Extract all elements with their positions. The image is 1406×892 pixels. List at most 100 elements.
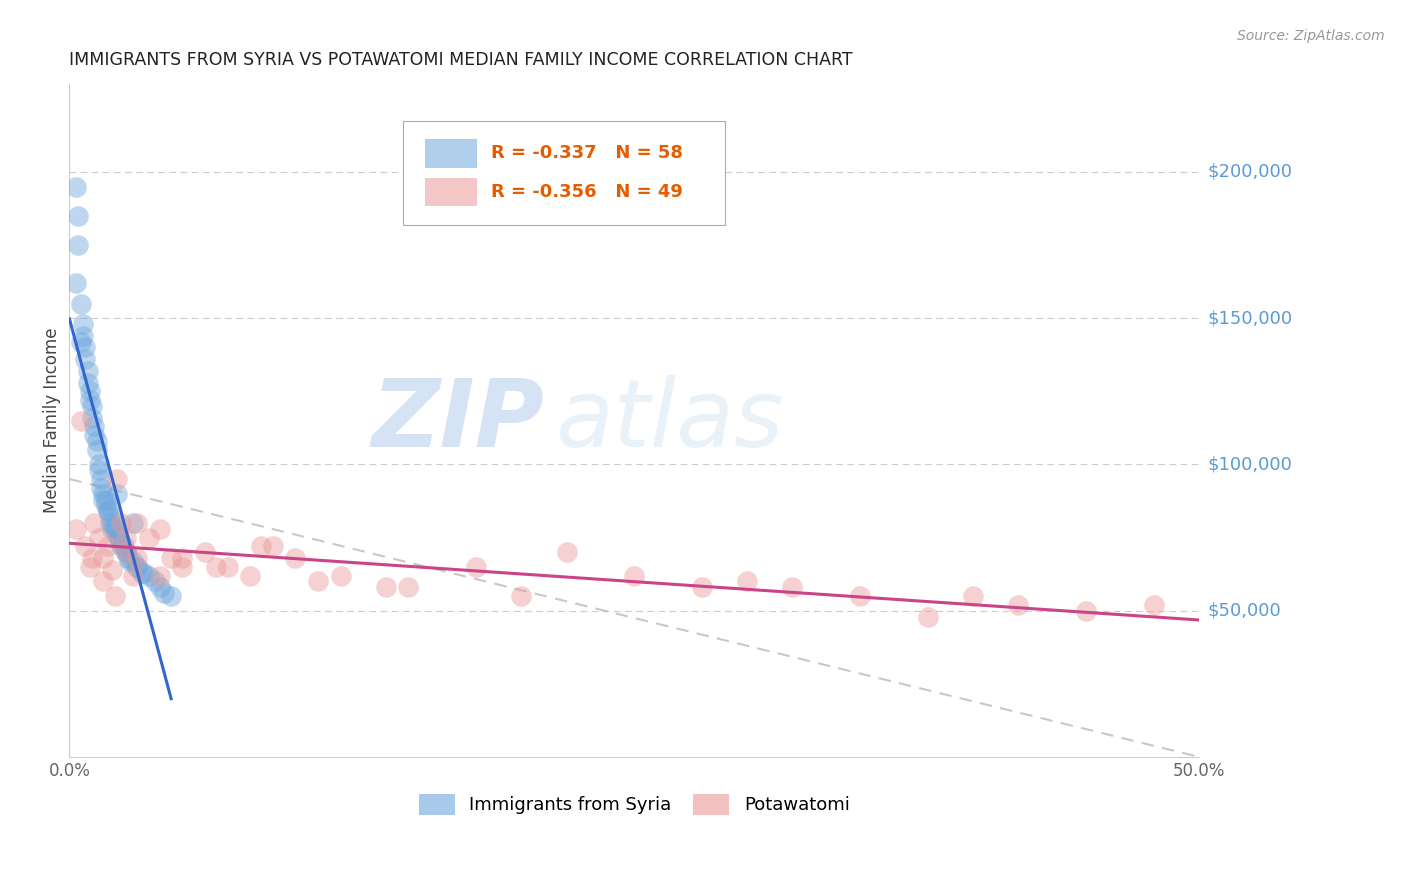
Point bbox=[93, 574, 115, 589]
Point bbox=[121, 568, 143, 582]
Point bbox=[101, 516, 124, 530]
Point bbox=[623, 568, 645, 582]
Text: atlas: atlas bbox=[555, 375, 783, 466]
Point bbox=[79, 384, 101, 399]
Point bbox=[127, 516, 149, 530]
Point bbox=[90, 472, 112, 486]
Point bbox=[112, 539, 135, 553]
Point bbox=[962, 589, 984, 603]
Point bbox=[94, 499, 117, 513]
Text: Source: ZipAtlas.com: Source: ZipAtlas.com bbox=[1237, 29, 1385, 43]
Point bbox=[80, 399, 103, 413]
Point bbox=[149, 580, 172, 594]
Point bbox=[115, 545, 138, 559]
Point bbox=[108, 531, 131, 545]
Point bbox=[1076, 604, 1098, 618]
Point bbox=[307, 574, 329, 589]
Point bbox=[67, 238, 90, 252]
Point bbox=[127, 559, 149, 574]
Point bbox=[205, 559, 228, 574]
Point bbox=[110, 536, 132, 550]
Point bbox=[87, 463, 110, 477]
Text: R = -0.337   N = 58: R = -0.337 N = 58 bbox=[491, 145, 683, 162]
Point bbox=[97, 504, 120, 518]
Point bbox=[101, 522, 124, 536]
Point bbox=[79, 559, 101, 574]
Point bbox=[65, 276, 87, 290]
Legend: Immigrants from Syria, Potawatomi: Immigrants from Syria, Potawatomi bbox=[412, 787, 858, 822]
Text: $100,000: $100,000 bbox=[1208, 456, 1292, 474]
Point bbox=[172, 559, 194, 574]
Point bbox=[79, 393, 101, 408]
Point bbox=[105, 486, 128, 500]
Point bbox=[97, 539, 120, 553]
Point bbox=[93, 492, 115, 507]
Point bbox=[67, 209, 90, 223]
Point bbox=[98, 510, 121, 524]
Text: R = -0.356   N = 49: R = -0.356 N = 49 bbox=[491, 183, 683, 201]
Point bbox=[374, 580, 396, 594]
Point bbox=[735, 574, 758, 589]
Text: ZIP: ZIP bbox=[371, 375, 544, 467]
Point bbox=[138, 568, 160, 582]
Point bbox=[131, 566, 153, 580]
Point bbox=[115, 545, 138, 559]
Point bbox=[87, 458, 110, 472]
Point bbox=[80, 410, 103, 425]
Point bbox=[120, 554, 142, 568]
Point bbox=[69, 334, 91, 349]
Point bbox=[75, 539, 97, 553]
Point bbox=[690, 580, 713, 594]
Point bbox=[138, 531, 160, 545]
Point bbox=[87, 531, 110, 545]
Point bbox=[65, 179, 87, 194]
Text: $150,000: $150,000 bbox=[1208, 310, 1292, 327]
FancyBboxPatch shape bbox=[425, 139, 477, 168]
Point bbox=[94, 492, 117, 507]
Point bbox=[110, 539, 132, 553]
Y-axis label: Median Family Income: Median Family Income bbox=[44, 327, 60, 513]
Point bbox=[65, 522, 87, 536]
Point bbox=[83, 428, 105, 442]
Point bbox=[284, 551, 307, 566]
Point bbox=[108, 531, 131, 545]
Point bbox=[98, 516, 121, 530]
Text: $50,000: $50,000 bbox=[1208, 602, 1281, 620]
Point bbox=[76, 364, 98, 378]
Point bbox=[72, 328, 94, 343]
Point bbox=[104, 522, 127, 536]
Point bbox=[849, 589, 872, 603]
Point bbox=[93, 551, 115, 566]
Point bbox=[83, 419, 105, 434]
Point bbox=[149, 522, 172, 536]
Point bbox=[396, 580, 419, 594]
Point bbox=[80, 551, 103, 566]
FancyBboxPatch shape bbox=[425, 178, 477, 206]
Point bbox=[250, 539, 273, 553]
Point bbox=[117, 551, 139, 566]
Point bbox=[160, 589, 183, 603]
Point bbox=[153, 586, 176, 600]
Point bbox=[127, 559, 149, 574]
Point bbox=[72, 317, 94, 331]
Point bbox=[83, 516, 105, 530]
Point bbox=[160, 551, 183, 566]
Point bbox=[329, 568, 352, 582]
Point bbox=[127, 551, 149, 566]
Point bbox=[194, 545, 217, 559]
Point bbox=[104, 589, 127, 603]
Text: IMMIGRANTS FROM SYRIA VS POTAWATOMI MEDIAN FAMILY INCOME CORRELATION CHART: IMMIGRANTS FROM SYRIA VS POTAWATOMI MEDI… bbox=[69, 51, 853, 69]
Point bbox=[104, 522, 127, 536]
Point bbox=[239, 568, 262, 582]
Point bbox=[115, 545, 138, 559]
Point bbox=[262, 539, 284, 553]
FancyBboxPatch shape bbox=[402, 121, 724, 226]
Point bbox=[75, 352, 97, 367]
Point bbox=[86, 434, 108, 448]
Point bbox=[115, 531, 138, 545]
Point bbox=[86, 442, 108, 457]
Text: $200,000: $200,000 bbox=[1208, 163, 1292, 181]
Point bbox=[510, 589, 533, 603]
Point bbox=[93, 486, 115, 500]
Point bbox=[1143, 598, 1166, 612]
